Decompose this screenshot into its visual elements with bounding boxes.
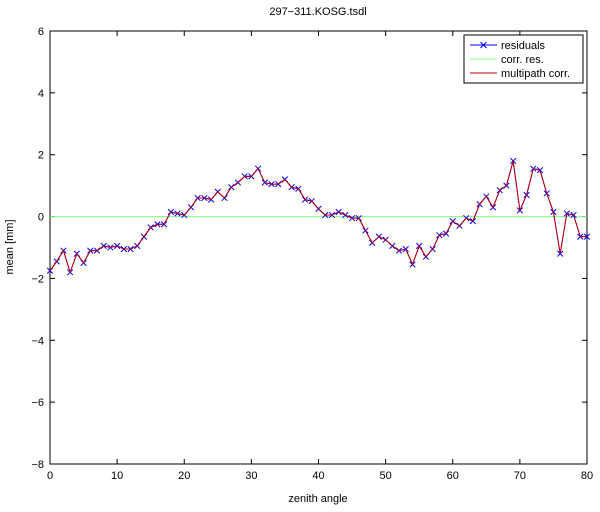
x-tick-label: 80	[581, 470, 593, 482]
y-tick-label: 2	[38, 150, 44, 162]
legend: residuals corr. res. multipath corr.	[463, 34, 584, 84]
x-tick-label: 70	[514, 470, 526, 482]
x-tick-label: 50	[380, 470, 392, 482]
y-tick-label: −8	[31, 459, 44, 471]
x-tick-label: 20	[178, 470, 190, 482]
x-tick-label: 0	[47, 470, 53, 482]
y-tick-label: 4	[38, 88, 44, 100]
legend-marker	[480, 41, 487, 49]
x-tick-label: 40	[312, 470, 324, 482]
y-tick-label: −6	[31, 397, 44, 409]
x-axis: 0 10 20 30 40 50 60 70 80	[47, 31, 593, 482]
legend-label: multipath corr.	[501, 68, 570, 80]
legend-label: residuals	[501, 40, 546, 52]
y-tick-label: 6	[38, 26, 44, 38]
x-axis-label: zenith angle	[288, 493, 347, 505]
legend-label: corr. res.	[501, 54, 544, 66]
y-tick-label: −2	[31, 273, 44, 285]
series-line-multipath-corr	[49, 160, 587, 274]
plot-area	[49, 30, 588, 465]
x-tick-label: 60	[447, 470, 459, 482]
chart-title: 297−311.KOSG.tsdl	[269, 6, 366, 18]
y-tick-label: 0	[38, 212, 44, 224]
x-tick-label: 30	[245, 470, 257, 482]
series-layer	[46, 157, 591, 276]
y-axis-label: mean [mm]	[4, 219, 16, 274]
x-tick-label: 10	[111, 470, 123, 482]
y-tick-label: −4	[31, 335, 44, 347]
